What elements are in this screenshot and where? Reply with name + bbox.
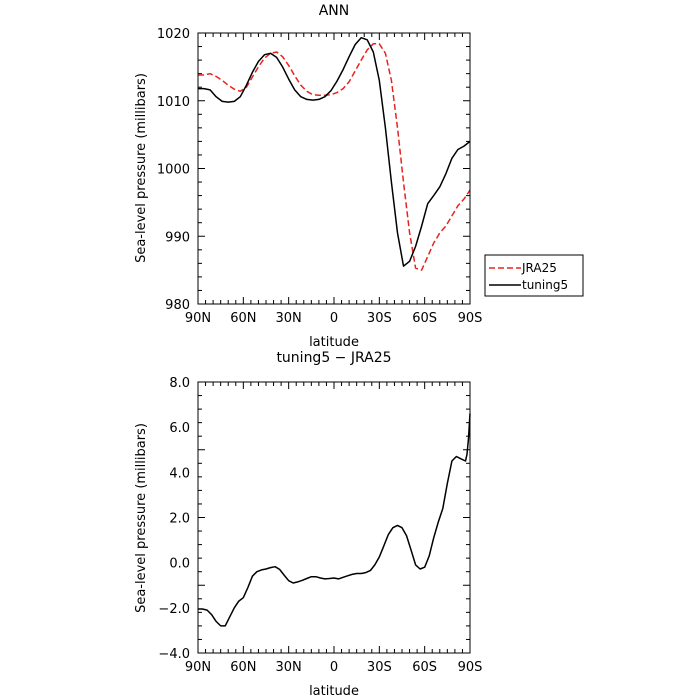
top-series-line-jra25	[198, 43, 471, 271]
bottom-x-tick-label: 0	[330, 660, 338, 675]
bottom-x-tick-label: 30S	[367, 660, 392, 675]
bottom-plot-area: 90N 60N 30N 0 30S 60S 90S −4.0 −2.0 0.0 2.0 4.0 6.0 8…	[158, 376, 482, 675]
bottom-plot-frame	[197, 381, 471, 654]
top-x-axis-label: latitude	[309, 335, 359, 350]
bottom-series-line-difference	[198, 413, 471, 627]
bottom-x-tick-label: 30N	[276, 660, 302, 675]
bottom-x-axis-label: latitude	[309, 684, 359, 699]
top-x-tick-label: 30S	[367, 311, 392, 326]
top-chart-title: ANN	[319, 3, 350, 19]
top-x-tick-label: 60N	[230, 311, 256, 326]
bottom-y-tick-label: 6.0	[169, 421, 190, 436]
top-series-line-tuning5	[198, 36, 471, 267]
top-x-tick-label: 90S	[458, 311, 483, 326]
legend-label-tuning5: tuning5	[522, 278, 568, 292]
top-y-tick-label: 980	[165, 298, 190, 313]
top-y-tick-label: 1020	[157, 27, 190, 42]
legend-box	[484, 254, 584, 297]
bottom-y-tick-label: −2.0	[158, 602, 190, 617]
top-x-tick-label: 60S	[412, 311, 437, 326]
bottom-chart-title: tuning5 − JRA25	[276, 350, 391, 366]
top-panel: ANN 90N 60N 30N 0 30S 60S 90S 980 990 1000 1010 102…	[134, 3, 482, 350]
legend-label-jra25: JRA25	[521, 261, 557, 275]
bottom-x-tick-label: 60S	[412, 660, 437, 675]
top-y-tick-label: 1010	[157, 95, 190, 110]
bottom-y-tick-label: 4.0	[169, 466, 190, 481]
top-x-tick-label: 30N	[276, 311, 302, 326]
bottom-y-tick-label: 8.0	[169, 376, 190, 391]
bottom-y-axis-label: Sea-level pressure (millibars)	[134, 423, 149, 613]
bottom-panel: tuning5 − JRA25 90N 60N 30N 0 30S 60S 90S −4.0 −…	[134, 350, 482, 699]
bottom-y-tick-label: 2.0	[169, 512, 190, 527]
top-plot-area: 90N 60N 30N 0 30S 60S 90S 980 990 1000 1010 1020	[157, 27, 482, 326]
top-y-axis-label: Sea-level pressure (millibars)	[134, 73, 149, 263]
bottom-x-tick-label: 90N	[185, 660, 211, 675]
top-plot-frame	[197, 32, 471, 305]
bottom-x-tick-label: 60N	[230, 660, 256, 675]
top-y-tick-label: 990	[165, 230, 190, 245]
legend: JRA25 tuning5	[484, 254, 584, 297]
top-y-tick-label: 1000	[157, 163, 190, 178]
top-x-tick-label: 90N	[185, 311, 211, 326]
bottom-y-tick-label: 0.0	[169, 557, 190, 572]
bottom-x-tick-label: 90S	[458, 660, 483, 675]
top-x-tick-label: 0	[330, 311, 338, 326]
bottom-y-tick-label: −4.0	[158, 647, 190, 662]
